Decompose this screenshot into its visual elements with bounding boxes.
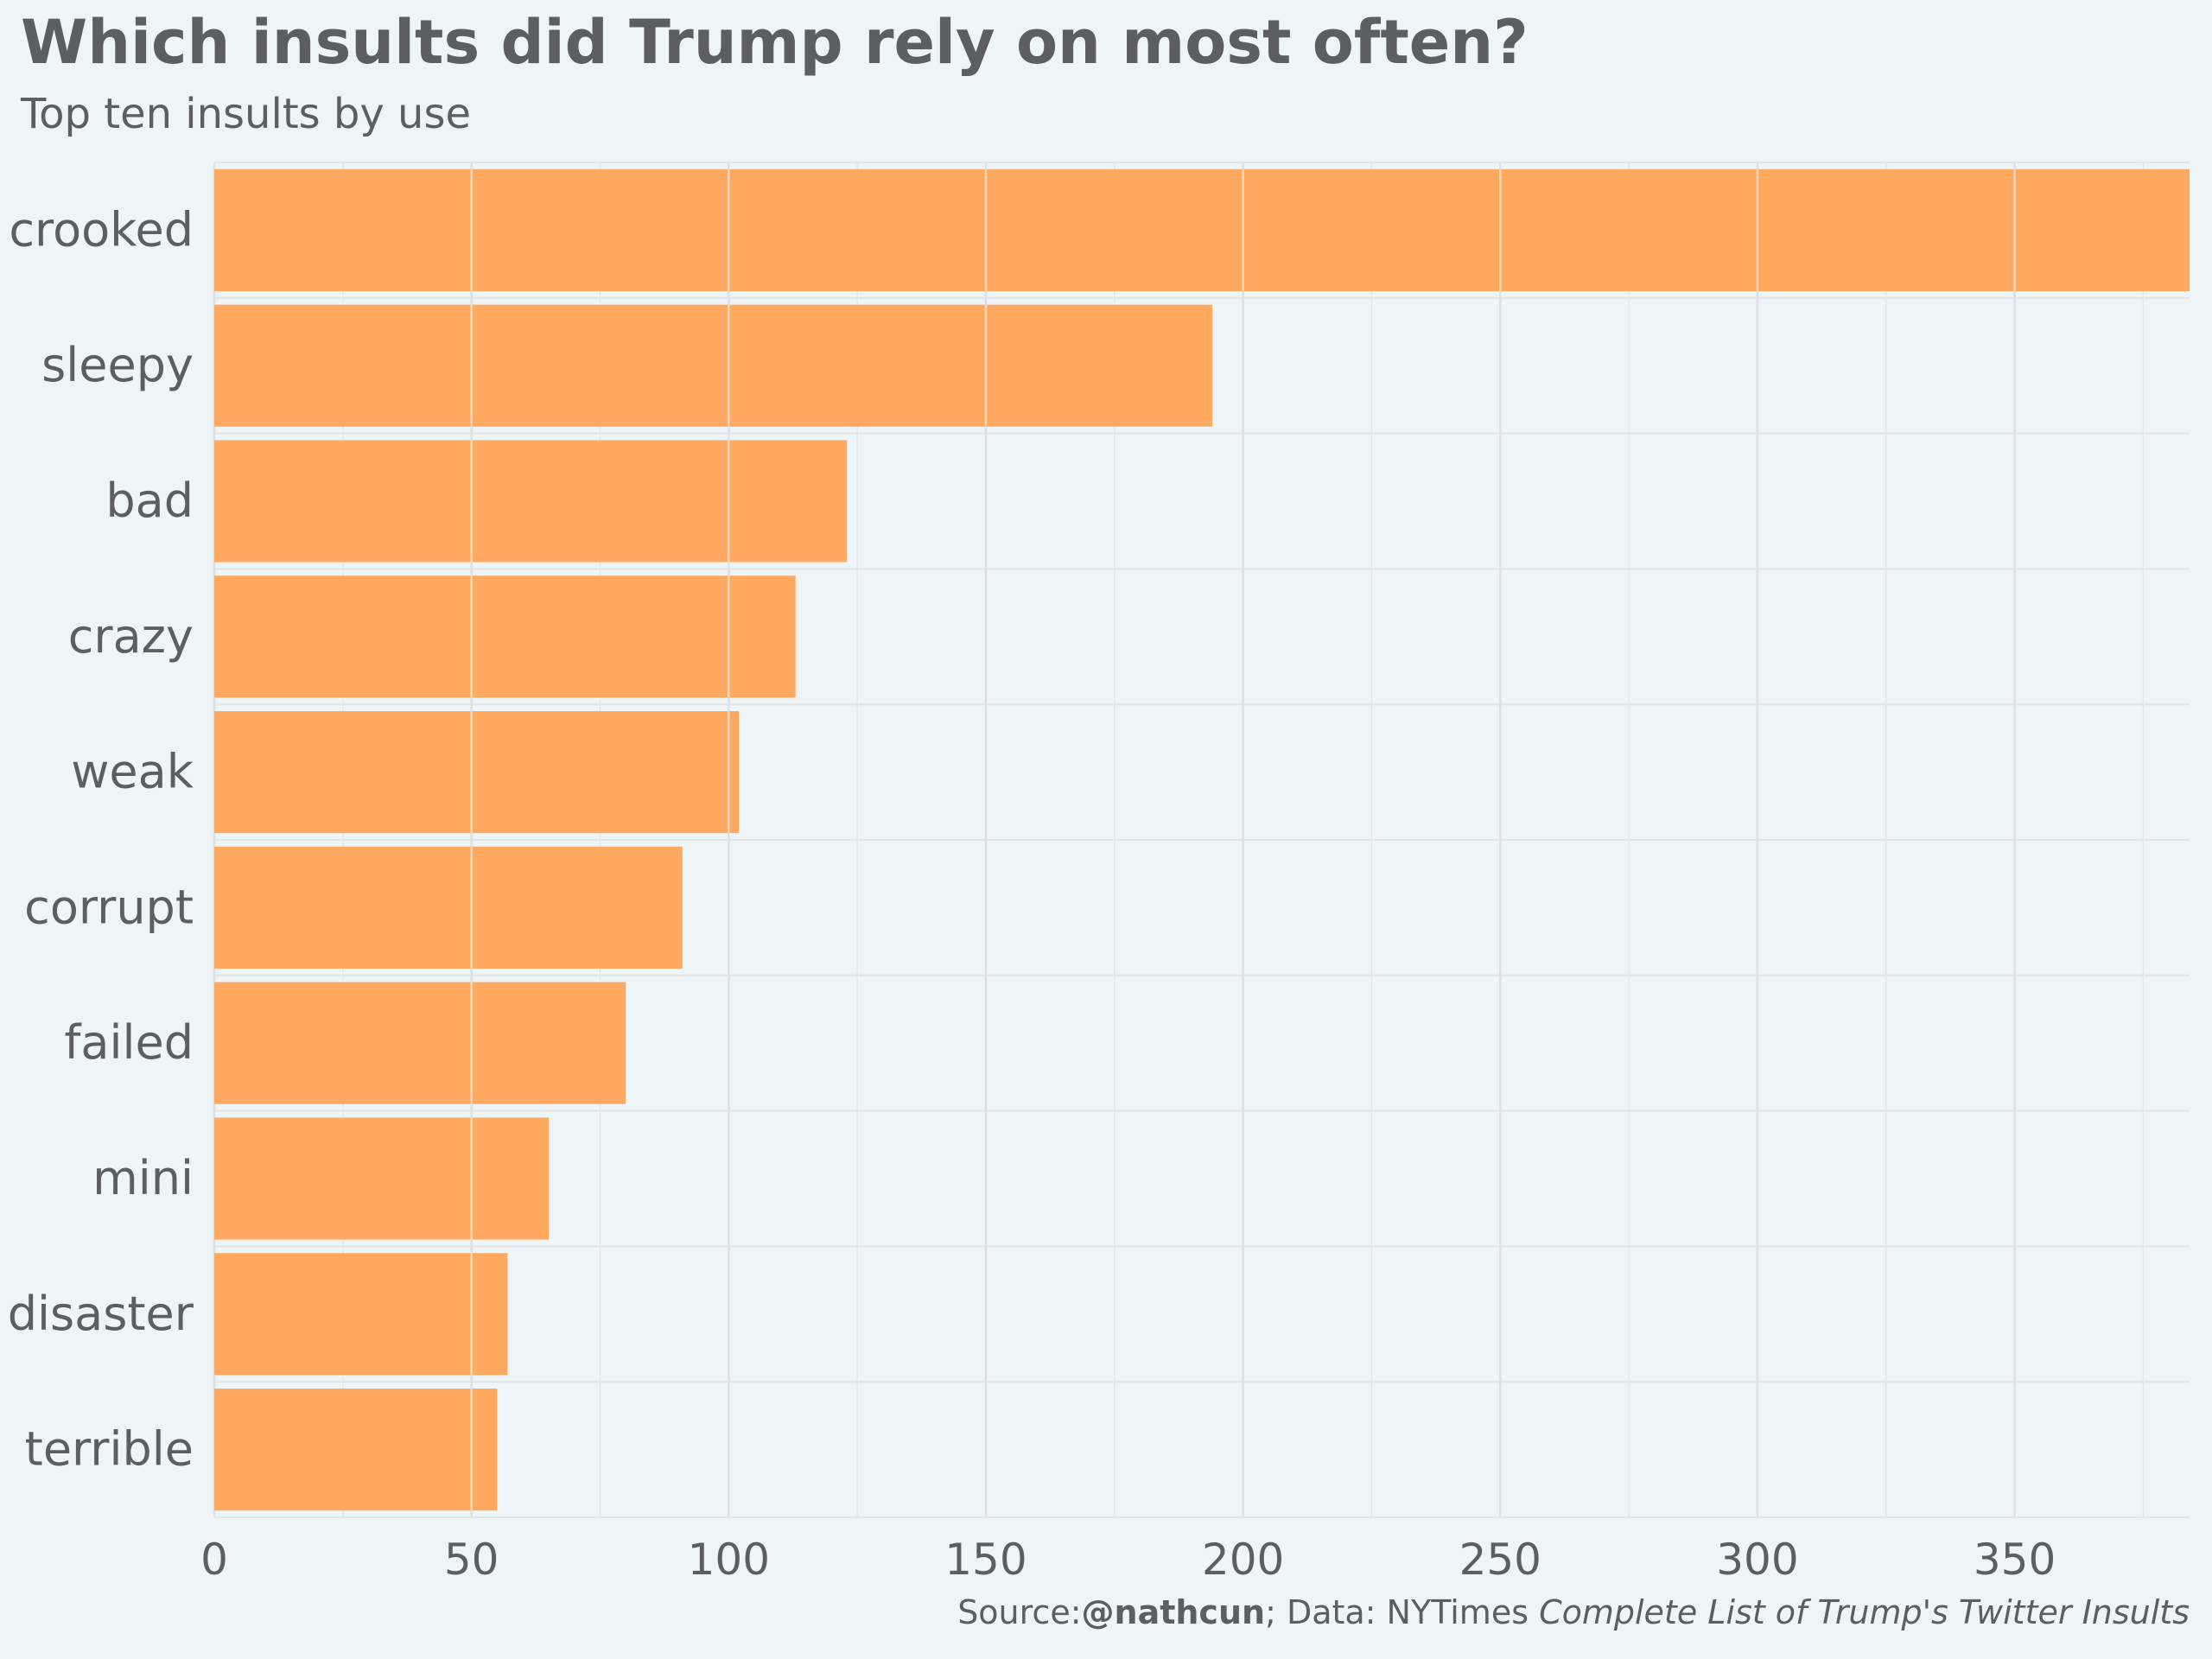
category-label: mini (92, 1151, 194, 1205)
category-label: corrupt (24, 880, 194, 934)
category-label: sleepy (41, 338, 194, 392)
category-label: bad (105, 474, 194, 528)
caption-source-prefix: Source: (957, 1593, 1082, 1631)
bar-bad (214, 440, 848, 563)
category-label: crazy (68, 609, 194, 664)
bar-mini (214, 1117, 549, 1240)
bar-terrible (214, 1389, 498, 1511)
caption-source-handle: @nathcun (1081, 1593, 1266, 1631)
chart-subtitle: Top ten insults by use (21, 90, 471, 138)
x-tick-label: 100 (688, 1535, 770, 1585)
bar-failed (214, 982, 626, 1104)
x-tick-label: 200 (1202, 1535, 1284, 1585)
x-tick-label: 50 (444, 1535, 499, 1585)
caption-data-prefix: ; Data: NYTimes (1265, 1593, 1540, 1631)
x-tick-label: 150 (944, 1535, 1027, 1585)
bar-disaster (214, 1253, 508, 1376)
category-label: crooked (9, 202, 194, 257)
chart-title: Which insults did Trump rely on most oft… (21, 7, 1529, 78)
bar-crooked (214, 168, 2190, 291)
x-tick-label: 0 (200, 1535, 228, 1585)
x-tick-label: 350 (1974, 1535, 2056, 1585)
x-tick-label: 250 (1459, 1535, 1541, 1585)
category-label: disaster (8, 1287, 194, 1341)
bars (214, 168, 2190, 1511)
category-labels: crooked sleepy bad crazy weak corrupt failed mi… (8, 202, 194, 1476)
bar-sleepy (214, 304, 1212, 427)
category-label: weak (71, 745, 194, 799)
caption-data-title: Complete List of Trump's Twitter Insults (1539, 1593, 2190, 1631)
bar-crazy (214, 575, 796, 698)
bar-overlay-grid (470, 168, 2016, 1511)
x-tick-label: 300 (1716, 1535, 1798, 1585)
bar-corrupt (214, 846, 683, 969)
source-caption: Source:@nathcun; Data: NYTimes Complete … (957, 1593, 2190, 1631)
x-axis-ticks: 0 50 100 150 200 250 300 350 (200, 1535, 2056, 1585)
grid-lines (213, 162, 2190, 1518)
category-label: failed (64, 1015, 194, 1070)
bar-weak (214, 711, 740, 834)
category-label: terrible (25, 1422, 194, 1477)
